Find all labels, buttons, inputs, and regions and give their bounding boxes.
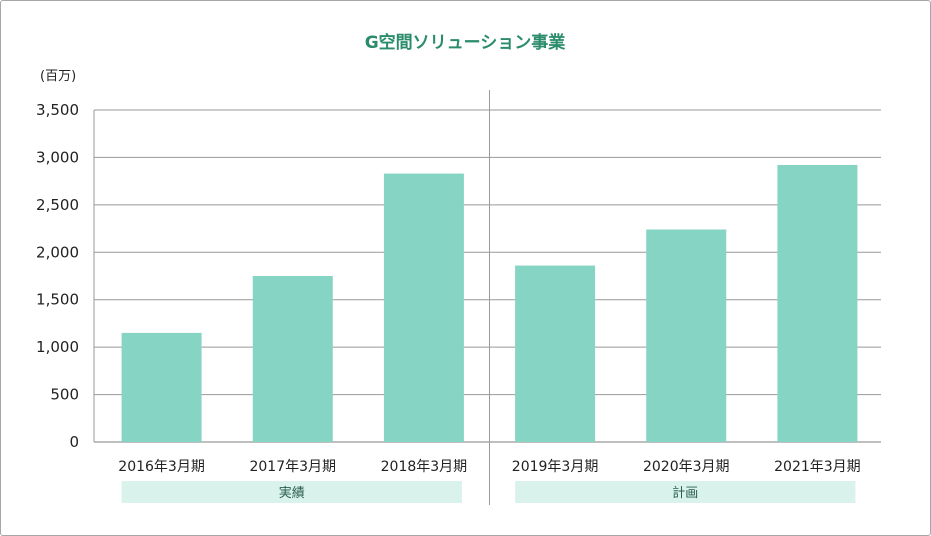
bar: [383, 173, 464, 442]
x-tick-label: 2016年3月期: [118, 459, 205, 475]
y-tick-label: 0: [69, 433, 79, 451]
bar: [777, 165, 858, 442]
bar: [646, 229, 727, 442]
x-tick-label: 2017年3月期: [249, 459, 336, 475]
group-bands: 実績 計画: [121, 481, 856, 503]
x-tick-label: 2019年3月期: [512, 459, 599, 475]
x-tick-label: 2018年3月期: [381, 459, 468, 475]
y-axis-unit-label: (百万): [40, 69, 76, 84]
y-tick-label: 3,500: [36, 101, 79, 119]
x-tick-label: 2020年3月期: [643, 459, 730, 475]
y-axis-ticks: 0 500 1,000 1,500 2,000 2,500 3,000 3,500: [36, 101, 79, 451]
chart-title: G空間ソリューション事業: [365, 32, 566, 53]
x-tick-label: 2021年3月期: [774, 459, 861, 475]
group-label: 計画: [672, 485, 698, 501]
y-tick-label: 3,000: [36, 148, 79, 166]
group-band: [515, 481, 856, 503]
gridlines: [93, 90, 881, 505]
y-tick-label: 2,500: [36, 196, 79, 214]
bar: [252, 276, 333, 442]
y-tick-label: 1,500: [36, 291, 79, 309]
group-band: [121, 481, 462, 503]
y-tick-label: 2,000: [36, 243, 79, 261]
bars: [121, 165, 858, 442]
bar: [515, 265, 596, 442]
bar: [121, 332, 202, 442]
x-axis-ticks: 2016年3月期 2017年3月期 2018年3月期 2019年3月期 2020年3月期…: [118, 459, 860, 475]
group-label: 実績: [279, 485, 305, 501]
y-tick-label: 500: [50, 386, 79, 404]
y-tick-label: 1,000: [36, 338, 79, 356]
